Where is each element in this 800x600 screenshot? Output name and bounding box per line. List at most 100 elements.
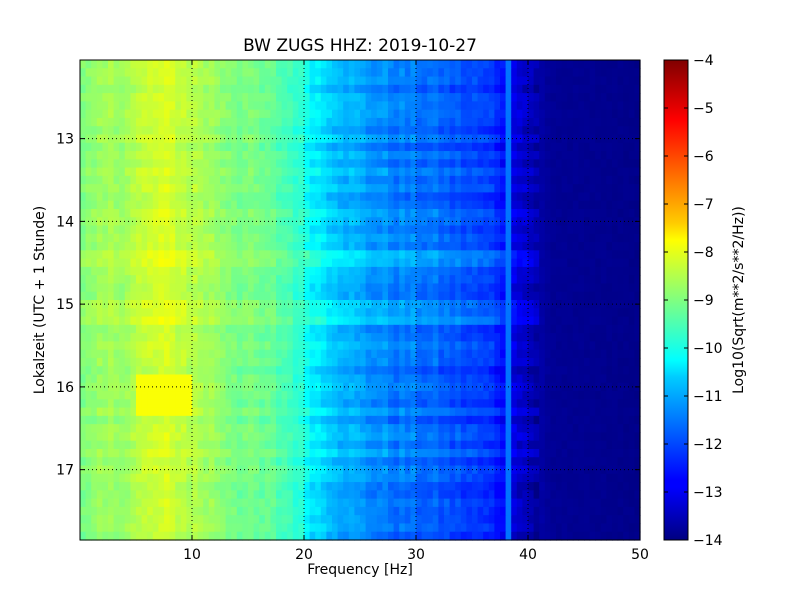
heatmap-cell <box>500 300 507 309</box>
heatmap-cell <box>623 151 630 160</box>
heatmap-cell <box>287 60 294 69</box>
heatmap-cell <box>438 349 445 359</box>
heatmap-cell <box>186 283 193 293</box>
heatmap-cell <box>186 242 193 251</box>
heatmap-cell <box>360 300 367 309</box>
heatmap-cell <box>147 93 154 102</box>
heatmap-cell <box>421 275 428 285</box>
heatmap-cell <box>444 126 451 136</box>
heatmap-cell <box>494 117 501 127</box>
heatmap-cell <box>304 208 311 218</box>
heatmap-cell <box>455 151 462 160</box>
heatmap-cell <box>595 217 602 227</box>
heatmap-cell <box>113 266 120 276</box>
heatmap-cell <box>376 324 383 334</box>
heatmap-cell <box>91 275 98 285</box>
heatmap-cell <box>108 349 115 359</box>
heatmap-cell <box>550 424 557 434</box>
heatmap-cell <box>550 233 557 243</box>
heatmap-cell <box>516 415 523 425</box>
heatmap-cell <box>432 457 439 467</box>
heatmap-cell <box>348 291 355 301</box>
heatmap-cell <box>466 448 473 458</box>
heatmap-cell <box>393 316 400 326</box>
heatmap-cell <box>236 407 243 417</box>
heatmap-cell <box>108 200 115 210</box>
heatmap-cell <box>337 391 344 400</box>
heatmap-cell <box>91 109 98 119</box>
heatmap-cell <box>455 200 462 210</box>
heatmap-cell <box>292 440 299 450</box>
heatmap-cell <box>180 192 187 202</box>
heatmap-cell <box>533 424 540 434</box>
heatmap-cell <box>578 93 585 102</box>
heatmap-cell <box>488 225 495 235</box>
heatmap-cell <box>365 424 372 434</box>
heatmap-cell <box>236 440 243 450</box>
heatmap-cell <box>376 208 383 218</box>
heatmap-cell <box>287 465 294 475</box>
heatmap-cell <box>164 366 171 376</box>
heatmap-cell <box>102 101 109 111</box>
heatmap-cell <box>572 391 579 400</box>
heatmap-cell <box>130 117 137 127</box>
heatmap-cell <box>460 448 467 458</box>
heatmap-cell <box>298 308 305 318</box>
heatmap-cell <box>444 275 451 285</box>
heatmap-cell <box>214 357 221 367</box>
heatmap-cell <box>192 60 199 69</box>
heatmap-cell <box>220 300 227 309</box>
heatmap-cell <box>292 399 299 409</box>
heatmap-cell <box>264 233 271 243</box>
heatmap-cell <box>578 76 585 86</box>
heatmap-cell <box>634 258 641 268</box>
heatmap-cell <box>175 349 182 359</box>
heatmap-cell <box>304 266 311 276</box>
heatmap-cell <box>292 217 299 227</box>
heatmap-cell <box>253 391 260 400</box>
heatmap-cell <box>242 134 249 144</box>
heatmap-cell <box>343 424 350 434</box>
heatmap-cell <box>354 349 361 359</box>
heatmap-cell <box>236 382 243 392</box>
heatmap-cell <box>365 391 372 400</box>
heatmap-cell <box>147 134 154 144</box>
heatmap-cell <box>432 225 439 235</box>
heatmap-cell <box>410 109 417 119</box>
heatmap-cell <box>248 217 255 227</box>
heatmap-cell <box>253 324 260 334</box>
heatmap-cell <box>91 291 98 301</box>
heatmap-cell <box>628 357 635 367</box>
heatmap-cell <box>169 101 176 111</box>
heatmap-cell <box>589 225 596 235</box>
heatmap-cell <box>343 217 350 227</box>
heatmap-cell <box>460 415 467 425</box>
heatmap-cell <box>108 68 115 78</box>
heatmap-cell <box>315 415 322 425</box>
heatmap-cell <box>169 159 176 169</box>
heatmap-cell <box>315 192 322 202</box>
heatmap-cell <box>141 208 148 218</box>
heatmap-cell <box>332 357 339 367</box>
heatmap-cell <box>186 101 193 111</box>
heatmap-cell <box>360 448 367 458</box>
heatmap-cell <box>421 151 428 160</box>
heatmap-cell <box>136 333 143 342</box>
heatmap-cell <box>578 391 585 400</box>
heatmap-cell <box>152 208 159 218</box>
heatmap-cell <box>136 68 143 78</box>
heatmap-cell <box>164 415 171 425</box>
heatmap-cell <box>550 217 557 227</box>
heatmap-cell <box>276 233 283 243</box>
heatmap-cell <box>175 84 182 94</box>
heatmap-cell <box>421 159 428 169</box>
heatmap-cell <box>612 151 619 160</box>
heatmap-cell <box>298 283 305 293</box>
heatmap-cell <box>539 134 546 144</box>
heatmap-cell <box>102 457 109 467</box>
heatmap-cell <box>477 250 484 260</box>
heatmap-cell <box>236 93 243 102</box>
heatmap-cell <box>298 333 305 342</box>
heatmap-cell <box>376 341 383 351</box>
heatmap-cell <box>382 142 389 152</box>
